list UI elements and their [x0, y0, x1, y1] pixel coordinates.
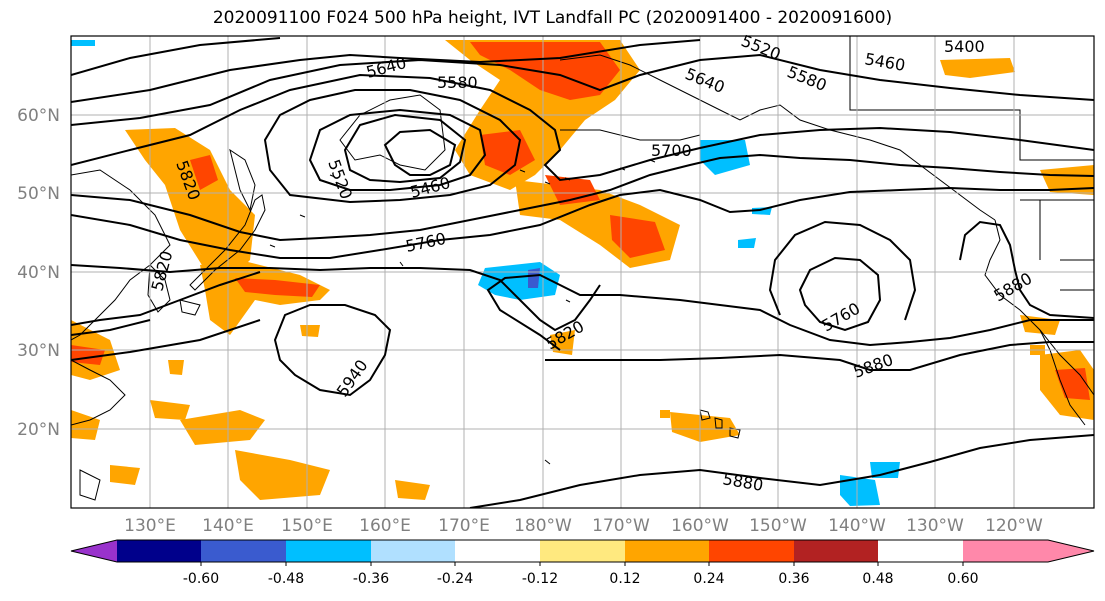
latitude-labels: 60°N 50°N 40°N 30°N 20°N — [17, 106, 60, 440]
colorbar-box — [963, 540, 1048, 562]
lon-label: 130°E — [124, 516, 176, 536]
colorbar-box — [117, 540, 201, 562]
lat-label-60n: 60°N — [17, 106, 60, 126]
colorbar-box — [286, 540, 371, 562]
colorbar-tick-label: -0.60 — [183, 571, 219, 587]
contour-label: 5580 — [437, 73, 478, 92]
colorbar-outline — [70, 539, 1095, 563]
colorbar-box — [794, 540, 878, 562]
longitude-labels: 130°E 140°E 150°E 160°E 170°E 180°W 170°… — [124, 516, 1043, 536]
colorbar-box — [201, 540, 286, 562]
colorbar-tick-label: 0.48 — [862, 571, 893, 587]
colorbar-tick-label: 0.12 — [609, 571, 640, 587]
contour-label: 5700 — [651, 141, 692, 160]
colorbar-tick-label: -0.12 — [522, 571, 558, 587]
lon-label: 150°E — [281, 516, 333, 536]
contour-label: 5400 — [944, 37, 985, 56]
lon-label: 180°W — [514, 516, 572, 536]
lon-label: 170°E — [438, 516, 490, 536]
colorbar-tick-label: -0.24 — [437, 571, 473, 587]
colorbar-box — [625, 540, 709, 562]
lon-label: 170°W — [592, 516, 650, 536]
colorbar-extend-high — [1048, 540, 1094, 562]
map-border — [70, 35, 1095, 509]
lon-label: 160°E — [359, 516, 411, 536]
lat-label-40n: 40°N — [17, 263, 60, 283]
colorbar-labels: -0.60 -0.48 -0.36 -0.24 -0.12 0.12 0.24 … — [183, 571, 979, 587]
lon-label: 160°W — [671, 516, 729, 536]
colorbar-extend-low — [71, 540, 117, 562]
colorbar — [70, 539, 1095, 566]
colorbar-tick-label: 0.36 — [778, 571, 809, 587]
lat-label-30n: 30°N — [17, 341, 60, 361]
colorbar-tick-label: 0.24 — [693, 571, 724, 587]
graticule — [71, 36, 1094, 508]
lon-label: 120°W — [985, 516, 1043, 536]
colorbar-box — [371, 540, 455, 562]
height-contours — [71, 37, 1094, 508]
colorbar-tick-label: -0.48 — [268, 571, 304, 587]
colorbar-box — [455, 540, 540, 562]
lat-label-20n: 20°N — [17, 420, 60, 440]
map-title: 2020091100 F024 500 hPa height, IVT Land… — [212, 8, 893, 28]
colorbar-tick-label: -0.36 — [353, 571, 389, 587]
colorbar-tick-label: 0.60 — [947, 571, 978, 587]
colorbar-box — [709, 540, 794, 562]
lon-label: 140°E — [202, 516, 254, 536]
lon-label: 130°W — [906, 516, 964, 536]
lat-label-50n: 50°N — [17, 184, 60, 204]
lon-label: 140°W — [828, 516, 886, 536]
colorbar-box — [540, 540, 625, 562]
lon-label: 150°W — [749, 516, 807, 536]
